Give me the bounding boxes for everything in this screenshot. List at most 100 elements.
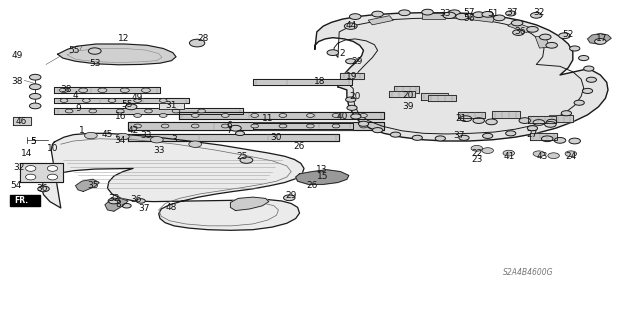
Circle shape xyxy=(372,11,383,17)
Polygon shape xyxy=(428,95,456,101)
Circle shape xyxy=(221,114,229,117)
Circle shape xyxy=(473,118,484,123)
Circle shape xyxy=(506,11,516,16)
Circle shape xyxy=(284,195,295,201)
Text: 57: 57 xyxy=(463,8,475,17)
Text: 15: 15 xyxy=(317,172,329,181)
Circle shape xyxy=(346,59,356,64)
Circle shape xyxy=(422,9,433,15)
Circle shape xyxy=(390,132,401,137)
Text: 8: 8 xyxy=(116,200,121,209)
Text: 2: 2 xyxy=(340,49,345,58)
Circle shape xyxy=(191,114,199,117)
Text: 39: 39 xyxy=(403,102,414,111)
Circle shape xyxy=(172,109,180,113)
FancyBboxPatch shape xyxy=(422,13,445,19)
Text: 30: 30 xyxy=(271,133,282,142)
Text: 34: 34 xyxy=(115,137,126,145)
Polygon shape xyxy=(54,87,160,93)
Text: 21: 21 xyxy=(455,114,467,123)
Ellipse shape xyxy=(47,174,58,180)
Text: 32: 32 xyxy=(108,194,120,203)
Circle shape xyxy=(108,198,120,204)
Polygon shape xyxy=(253,79,352,85)
Circle shape xyxy=(586,77,596,82)
Circle shape xyxy=(399,10,410,16)
Circle shape xyxy=(98,88,107,93)
Circle shape xyxy=(189,39,205,47)
Text: 38: 38 xyxy=(12,77,23,86)
Circle shape xyxy=(116,133,129,140)
Text: 17: 17 xyxy=(596,34,607,43)
Text: 4: 4 xyxy=(73,91,78,100)
Circle shape xyxy=(482,11,493,17)
Circle shape xyxy=(559,33,570,39)
Text: 3: 3 xyxy=(172,135,177,144)
Circle shape xyxy=(332,114,340,117)
Text: 56: 56 xyxy=(463,14,475,23)
FancyBboxPatch shape xyxy=(535,36,550,48)
Circle shape xyxy=(541,136,553,142)
Text: 10: 10 xyxy=(47,144,58,153)
FancyBboxPatch shape xyxy=(508,22,532,33)
Circle shape xyxy=(89,109,97,113)
Circle shape xyxy=(482,148,493,153)
Circle shape xyxy=(533,120,545,125)
Text: 41: 41 xyxy=(503,152,515,161)
Circle shape xyxy=(251,124,259,128)
Text: 7: 7 xyxy=(227,126,232,135)
Circle shape xyxy=(527,126,538,131)
Text: 6: 6 xyxy=(227,121,232,130)
Circle shape xyxy=(513,30,524,35)
Circle shape xyxy=(60,99,68,102)
Text: 49: 49 xyxy=(12,51,23,60)
Text: 18: 18 xyxy=(314,77,326,86)
Circle shape xyxy=(159,114,167,117)
Text: 32: 32 xyxy=(533,8,545,17)
Text: 12: 12 xyxy=(118,34,129,43)
Text: 16: 16 xyxy=(115,112,126,121)
Polygon shape xyxy=(54,108,243,114)
Circle shape xyxy=(141,88,150,93)
Circle shape xyxy=(279,114,287,117)
Text: 35: 35 xyxy=(87,181,99,190)
Text: 36: 36 xyxy=(514,27,525,36)
Circle shape xyxy=(511,20,523,26)
Circle shape xyxy=(136,199,145,203)
Polygon shape xyxy=(549,115,573,122)
Circle shape xyxy=(198,109,205,113)
Polygon shape xyxy=(105,198,128,211)
Circle shape xyxy=(191,124,199,128)
Text: 53: 53 xyxy=(89,59,100,68)
Text: 33: 33 xyxy=(153,146,164,155)
Polygon shape xyxy=(76,179,99,191)
Circle shape xyxy=(125,104,137,110)
Circle shape xyxy=(533,151,545,157)
Circle shape xyxy=(460,116,472,122)
Circle shape xyxy=(584,66,594,71)
Circle shape xyxy=(150,137,163,143)
Text: 20: 20 xyxy=(403,91,414,100)
Circle shape xyxy=(134,114,141,117)
Text: 38: 38 xyxy=(60,85,72,94)
Text: 54: 54 xyxy=(10,181,22,190)
Circle shape xyxy=(88,48,101,54)
Text: 48: 48 xyxy=(166,204,177,212)
Circle shape xyxy=(574,100,584,105)
Text: 19: 19 xyxy=(346,72,358,81)
Circle shape xyxy=(582,88,593,93)
Polygon shape xyxy=(530,133,557,140)
Circle shape xyxy=(483,133,493,138)
Ellipse shape xyxy=(26,174,36,180)
Circle shape xyxy=(29,103,41,109)
Circle shape xyxy=(519,118,531,123)
Circle shape xyxy=(332,124,340,128)
Text: 28: 28 xyxy=(198,34,209,43)
Circle shape xyxy=(459,135,469,140)
Circle shape xyxy=(221,124,229,128)
Text: 24: 24 xyxy=(565,152,577,161)
Circle shape xyxy=(108,99,116,102)
Text: 29: 29 xyxy=(351,57,363,66)
Polygon shape xyxy=(128,122,384,130)
Polygon shape xyxy=(253,123,353,129)
